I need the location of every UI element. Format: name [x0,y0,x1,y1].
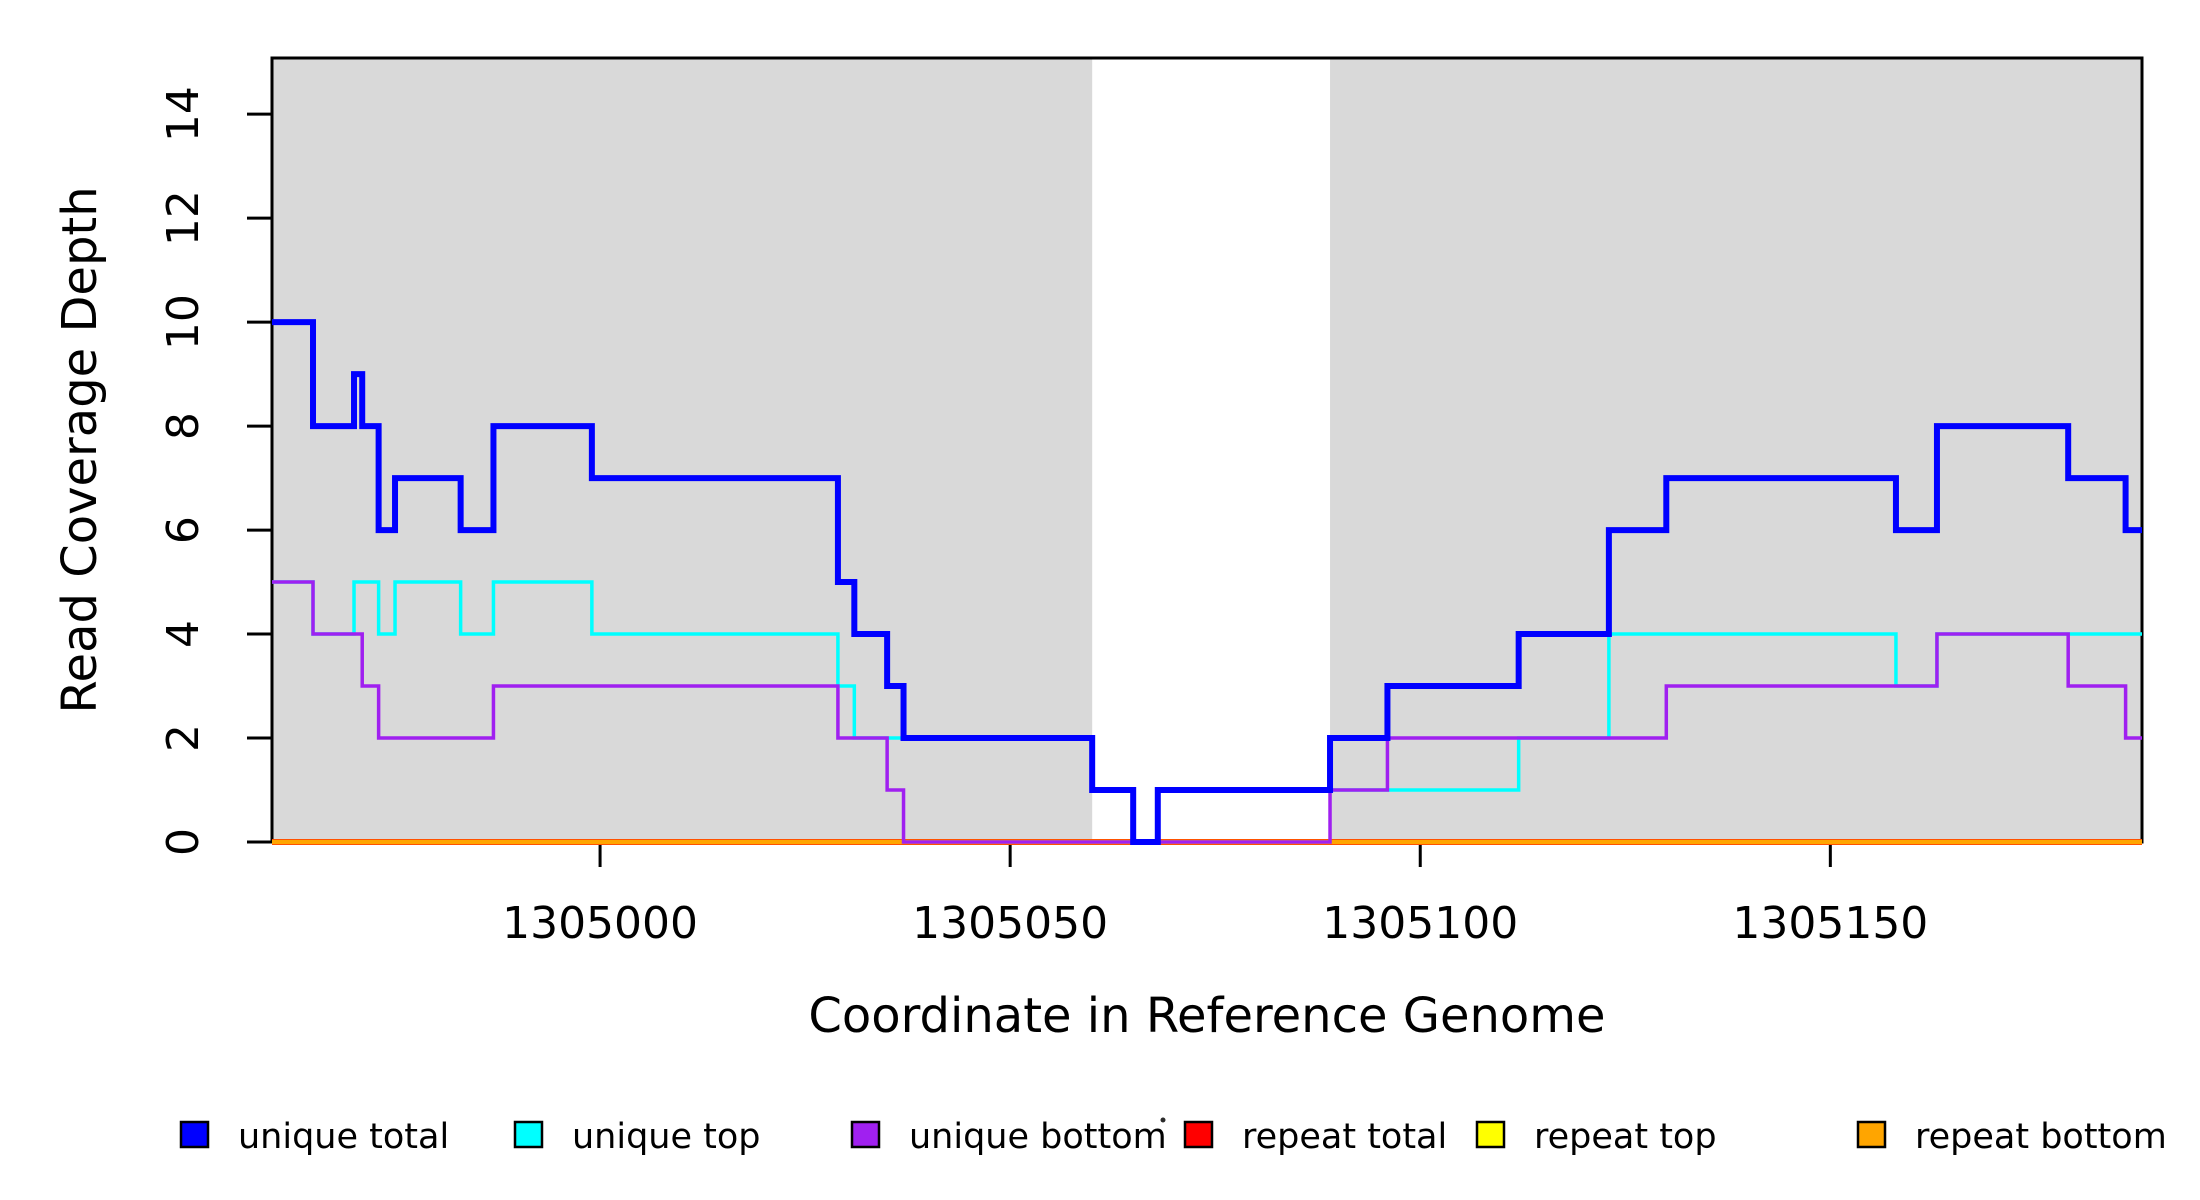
y-axis-title: Read Coverage Depth [52,186,108,713]
series-line-unique-top [272,580,2142,844]
legend-entry-unique-bottom: unique bottom [850,1117,1167,1157]
series-lines [272,319,2142,845]
y-tick-label: 14 [158,86,209,142]
series-line-unique-bottom [272,580,2142,844]
x-tick-label: 1305150 [1732,898,1928,949]
x-axis-title: Coordinate in Reference Genome [808,988,1605,1044]
highlight-band [1092,58,1331,842]
series-line-unique-total [272,319,2142,845]
y-axis-ticks: 0 2 4 6 8 10 12 14 [158,86,272,856]
y-tick-label: 2 [158,724,209,752]
y-tick-label: 0 [158,828,209,856]
legend-swatch [850,1120,881,1149]
legend-entry-repeat-total: repeat total [1183,1117,1447,1157]
legend: unique total unique top unique bottom repea… [179,1117,2167,1157]
legend-label: unique bottom [909,1117,1167,1157]
legend-swatch [1856,1120,1887,1149]
y-tick-label: 12 [158,190,209,246]
legend-label: repeat total [1242,1117,1447,1157]
legend-entry-unique-total: unique total [179,1117,449,1157]
y-tick-label: 4 [158,620,209,648]
legend-swatch [513,1120,544,1149]
x-tick-label: 1305100 [1322,898,1518,949]
legend-swatch [179,1120,210,1149]
x-tick-label: 1305000 [502,898,698,949]
legend-entry-unique-top: unique top [513,1117,761,1157]
y-tick-label: 8 [158,412,209,440]
legend-entry-repeat-bottom: repeat bottom [1856,1117,2167,1157]
stray-mark [1160,1117,1166,1123]
x-axis-ticks: 1305000 1305050 1305100 1305150 [502,842,1928,949]
legend-label: repeat top [1534,1117,1717,1157]
legend-swatch [1475,1120,1506,1149]
legend-entry-repeat-top: repeat top [1475,1117,1717,1157]
legend-label: unique total [238,1117,449,1157]
legend-label: repeat bottom [1915,1117,2167,1157]
legend-swatch [1183,1120,1214,1149]
legend-label: unique top [572,1117,761,1157]
y-tick-label: 10 [158,294,209,350]
x-tick-label: 1305050 [912,898,1108,949]
y-tick-label: 6 [158,516,209,544]
